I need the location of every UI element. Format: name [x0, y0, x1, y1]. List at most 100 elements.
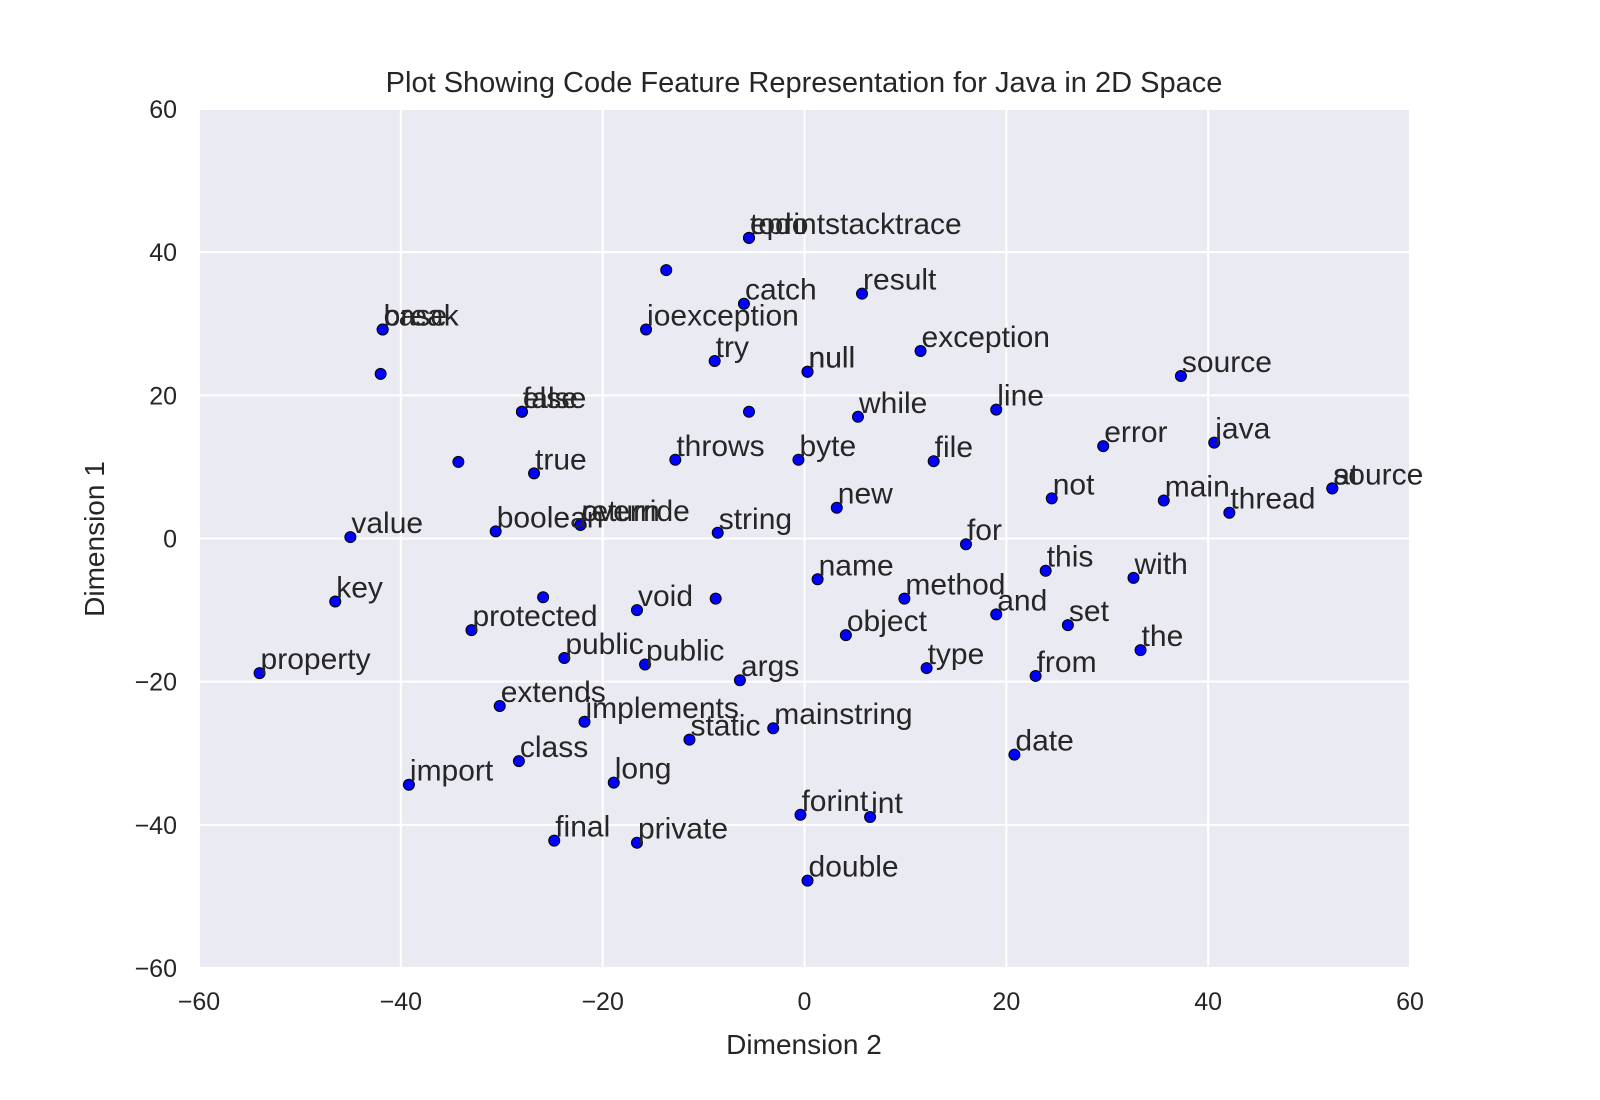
x-tick-label: −40	[380, 988, 422, 1016]
data-point-label: long	[615, 753, 672, 786]
data-point-label: catch	[745, 274, 817, 307]
data-point	[489, 525, 502, 538]
data-point	[683, 733, 696, 746]
data-point	[578, 715, 591, 728]
data-point-label: at	[1333, 458, 1359, 491]
data-point	[959, 538, 972, 551]
data-point-label: break	[384, 299, 460, 332]
data-point-label: string	[719, 503, 792, 536]
data-point-label: static	[690, 710, 760, 743]
data-point-label: null	[809, 342, 856, 375]
data-point	[927, 455, 940, 468]
data-point-label: source	[1182, 346, 1272, 379]
data-point-label: false	[523, 382, 586, 415]
data-point-label: value	[351, 507, 423, 540]
data-point-label: args	[741, 650, 799, 683]
data-point-label: result	[863, 264, 937, 297]
data-point	[452, 455, 465, 468]
data-point-label: method	[905, 569, 1005, 602]
data-point-label: byte	[799, 430, 856, 463]
data-point-label: exception	[922, 321, 1050, 354]
data-point-label: import	[410, 755, 494, 788]
x-axis-ticks: −60 −40 −20 0 20 40 60	[178, 988, 1424, 1016]
data-point	[709, 592, 722, 605]
data-point-label: property	[261, 643, 371, 676]
data-point-label: public	[646, 634, 724, 667]
data-point	[374, 367, 387, 380]
data-point-label: and	[997, 584, 1047, 617]
data-point	[711, 526, 724, 539]
x-tick-label: 40	[1194, 988, 1222, 1016]
data-point-label: object	[847, 605, 928, 638]
data-point	[660, 264, 673, 277]
data-point	[630, 836, 643, 849]
data-point	[914, 344, 927, 357]
data-point	[1326, 482, 1339, 495]
data-point	[990, 403, 1003, 416]
data-point	[640, 323, 653, 336]
chart-title: Plot Showing Code Feature Representation…	[386, 67, 1223, 99]
data-point	[1223, 506, 1236, 519]
data-point	[811, 573, 824, 586]
data-point-label: boolean	[497, 501, 604, 534]
data-point-label: private	[638, 813, 728, 846]
data-point-label: protected	[472, 600, 597, 633]
data-point-label: type	[928, 638, 985, 671]
data-point-label: from	[1037, 646, 1097, 679]
data-point-label: file	[935, 431, 973, 464]
y-tick-label: 0	[163, 526, 177, 554]
x-tick-label: −60	[178, 988, 220, 1016]
y-tick-label: 40	[149, 239, 177, 267]
data-point-label: key	[336, 571, 383, 604]
y-tick-label: −20	[135, 669, 177, 697]
x-axis-label: Dimension 2	[726, 1029, 882, 1060]
x-tick-label: 20	[992, 988, 1020, 1016]
data-point-label: public	[565, 628, 643, 661]
data-point	[851, 410, 864, 423]
y-axis-ticks: 60 40 20 0 −20 −40 −60	[135, 96, 177, 983]
data-point-label: the	[1142, 620, 1184, 653]
data-point	[1061, 619, 1074, 632]
data-point	[1097, 440, 1110, 453]
data-point-label: mainstring	[774, 698, 912, 731]
data-point	[558, 652, 571, 665]
data-point	[737, 297, 750, 310]
data-point	[990, 608, 1003, 621]
data-point-label: date	[1015, 725, 1073, 758]
data-point	[329, 595, 342, 608]
data-point	[376, 323, 389, 336]
data-point-label: extends	[501, 676, 606, 709]
data-point	[801, 365, 814, 378]
data-point	[512, 755, 525, 768]
data-point-label: new	[838, 478, 893, 511]
data-point	[792, 453, 805, 466]
data-point	[839, 629, 852, 642]
data-point-label: true	[535, 443, 587, 476]
data-point	[742, 231, 755, 244]
data-point-label: throws	[676, 430, 764, 463]
data-point-label: line	[997, 380, 1044, 413]
y-tick-label: 60	[149, 96, 177, 124]
data-point-label: todo	[750, 208, 808, 241]
data-point	[574, 518, 587, 531]
data-point	[1208, 436, 1221, 449]
data-point-label: name	[819, 549, 894, 582]
data-point	[669, 453, 682, 466]
y-tick-label: −40	[135, 812, 177, 840]
data-point	[515, 405, 528, 418]
data-point	[639, 658, 652, 671]
data-point	[1029, 669, 1042, 682]
x-tick-label: 0	[798, 988, 812, 1016]
data-point	[537, 591, 550, 604]
data-point	[253, 667, 266, 680]
data-point	[1008, 748, 1021, 761]
data-point	[733, 674, 746, 687]
x-tick-label: 60	[1396, 988, 1424, 1016]
data-point-label: while	[858, 387, 927, 420]
data-point-label: else	[523, 382, 578, 415]
data-point	[344, 531, 357, 544]
data-point	[1174, 370, 1187, 383]
data-point-label: not	[1053, 468, 1095, 501]
data-point-label: main	[1165, 471, 1230, 504]
